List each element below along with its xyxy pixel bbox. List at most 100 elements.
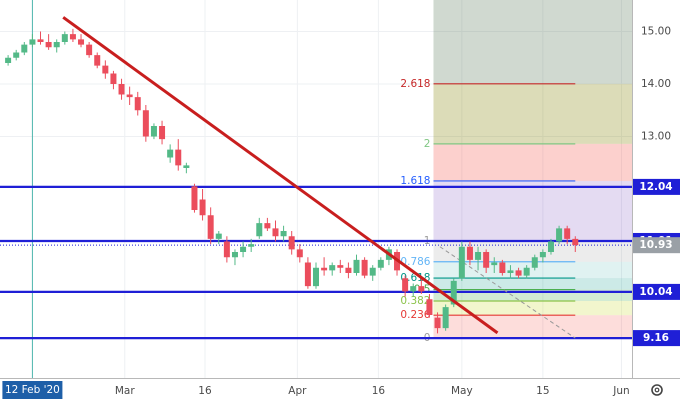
candle-body — [86, 44, 93, 56]
fib-label: 0.236 — [400, 309, 430, 321]
candle-body — [272, 228, 279, 237]
candle-body — [564, 228, 571, 239]
candle-body — [69, 34, 76, 40]
level-price-label: 10.04 — [639, 286, 672, 298]
x-tick-label: Jun — [612, 385, 629, 397]
x-tick-label: 16 — [198, 385, 212, 397]
candle-body — [37, 39, 44, 42]
fib-label: 0.786 — [400, 256, 430, 268]
fib-band — [433, 289, 632, 301]
candle-body — [29, 39, 36, 45]
candle-body — [353, 259, 360, 273]
candle-body — [215, 233, 222, 239]
x-tick-label: May — [451, 385, 473, 397]
candle-body — [304, 262, 311, 287]
fib-band — [433, 180, 632, 241]
level-price-box — [633, 330, 680, 347]
candle-body — [248, 244, 255, 247]
candle-body — [280, 231, 287, 237]
candle-body — [442, 307, 449, 329]
candle-body — [402, 278, 409, 292]
candle-body — [547, 241, 554, 252]
candle-body — [556, 228, 563, 242]
candle-body — [345, 267, 352, 273]
candle-body — [183, 165, 190, 168]
candle-body — [256, 223, 263, 237]
candle-body — [296, 249, 303, 258]
candle-body — [377, 259, 384, 268]
candle-body — [191, 186, 198, 210]
trendline — [62, 16, 499, 335]
y-tick-label: 14.00 — [641, 78, 671, 90]
level-price-label: 12.04 — [639, 181, 672, 193]
candle-body — [458, 246, 465, 279]
candle-body — [313, 267, 319, 287]
fib-label: 1.618 — [400, 175, 430, 187]
x-tick-label: 15 — [536, 385, 549, 397]
candle-body — [150, 126, 157, 137]
fib-band — [433, 143, 632, 181]
fib-band — [433, 240, 632, 262]
gear-hub[interactable] — [654, 387, 660, 393]
candle-body — [199, 199, 206, 216]
candle-body — [539, 252, 546, 258]
level-price-label: 9.16 — [643, 332, 669, 344]
gear[interactable] — [651, 384, 663, 396]
fib-band — [433, 315, 632, 339]
fib-band — [433, 83, 632, 144]
candle-body — [337, 265, 344, 268]
candle-body — [264, 223, 271, 229]
fib-band — [433, 300, 632, 316]
settings-icon[interactable] — [651, 384, 663, 396]
candle-body — [231, 252, 238, 258]
candle-body — [159, 126, 166, 140]
x-tick-label: Apr — [288, 385, 307, 397]
candle-body — [94, 55, 101, 66]
candle-body — [5, 57, 12, 63]
level-price-box — [633, 178, 680, 195]
candle-body — [329, 265, 336, 271]
candle-body — [523, 267, 530, 276]
fib-band — [433, 261, 632, 279]
level-price-box — [633, 283, 680, 300]
candle-body — [223, 241, 230, 258]
candle-body — [45, 42, 52, 48]
crosshair-label: 12 Feb '20 — [5, 384, 60, 396]
candle-body — [21, 44, 28, 53]
candle-body — [102, 65, 109, 74]
candle-body — [240, 246, 247, 252]
candle-body — [434, 317, 441, 329]
candle-body — [134, 97, 141, 111]
candle-body — [507, 270, 514, 273]
fib-band — [433, 0, 632, 84]
candle-body — [288, 236, 295, 250]
candle-body — [450, 280, 457, 305]
candle-body — [483, 252, 490, 268]
last-price-label: 10.93 — [639, 239, 672, 251]
candle-body — [466, 246, 473, 260]
candle-body — [515, 270, 522, 276]
y-tick-label: 15.00 — [641, 26, 671, 38]
candle-body — [61, 34, 68, 42]
y-tick-label: 13.00 — [641, 131, 671, 143]
candle-body — [491, 262, 498, 266]
candle-body — [369, 267, 376, 276]
crosshair-box — [2, 381, 63, 399]
candle-body — [572, 238, 579, 246]
candle-body — [175, 149, 182, 166]
candle-body — [110, 73, 117, 84]
candle-body — [531, 257, 538, 268]
candle-body — [142, 110, 149, 137]
fib-band — [433, 278, 632, 290]
candle-body — [410, 286, 417, 292]
fib-label: 2 — [424, 138, 431, 150]
fib-label: 0.382 — [400, 295, 430, 307]
candle-body — [499, 262, 506, 273]
candle-body — [418, 286, 425, 292]
candle-body — [361, 259, 368, 276]
candle-body — [78, 39, 85, 45]
candle-body — [126, 94, 133, 98]
